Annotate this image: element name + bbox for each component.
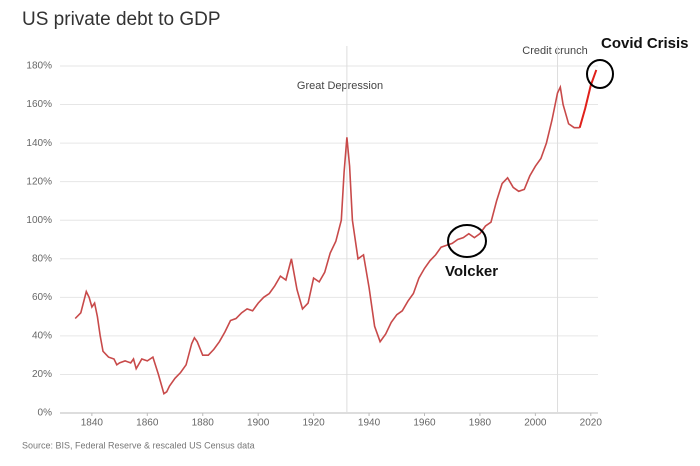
chart-title: US private debt to GDP	[22, 9, 221, 30]
y-tick-label: 60%	[32, 292, 52, 303]
x-tick-label: 1960	[413, 418, 436, 429]
x-tick-label: 1840	[81, 418, 104, 429]
y-tick-label: 100%	[26, 215, 52, 226]
x-tick-label: 2000	[524, 418, 547, 429]
y-tick-label: 160%	[26, 99, 52, 110]
x-tick-label: 1900	[247, 418, 270, 429]
x-tick-label: 1980	[469, 418, 492, 429]
annotation: Volcker	[445, 263, 498, 280]
y-tick-label: 40%	[32, 331, 52, 342]
annotation: Covid Crisis	[601, 35, 689, 52]
line	[578, 69, 598, 128]
y-tick-label: 140%	[26, 138, 52, 149]
highlight-circle	[447, 224, 487, 258]
x-tick-label: 2020	[580, 418, 603, 429]
line	[74, 84, 580, 395]
y-tick-label: 20%	[32, 369, 52, 380]
y-tick-label: 80%	[32, 253, 52, 264]
source: Source: BIS, Federal Reserve & rescaled …	[22, 440, 255, 450]
highlight-circle	[586, 59, 614, 89]
plot: 0% 20% 40% 60% 80% 100% 120% 140% 160% 180% 1840 18…	[26, 46, 602, 429]
x-tick-label: 1940	[358, 418, 381, 429]
x-tick-label: 1880	[192, 418, 215, 429]
y-tick-label: 120%	[26, 176, 52, 187]
annotation: Great Depression	[297, 80, 383, 92]
annotation: Credit crunch	[522, 45, 587, 57]
x-tick-label: 1920	[302, 418, 325, 429]
y-tick-label: 180%	[26, 61, 52, 72]
y-tick-label: 0%	[38, 408, 53, 419]
x-tick-label: 1860	[136, 418, 159, 429]
